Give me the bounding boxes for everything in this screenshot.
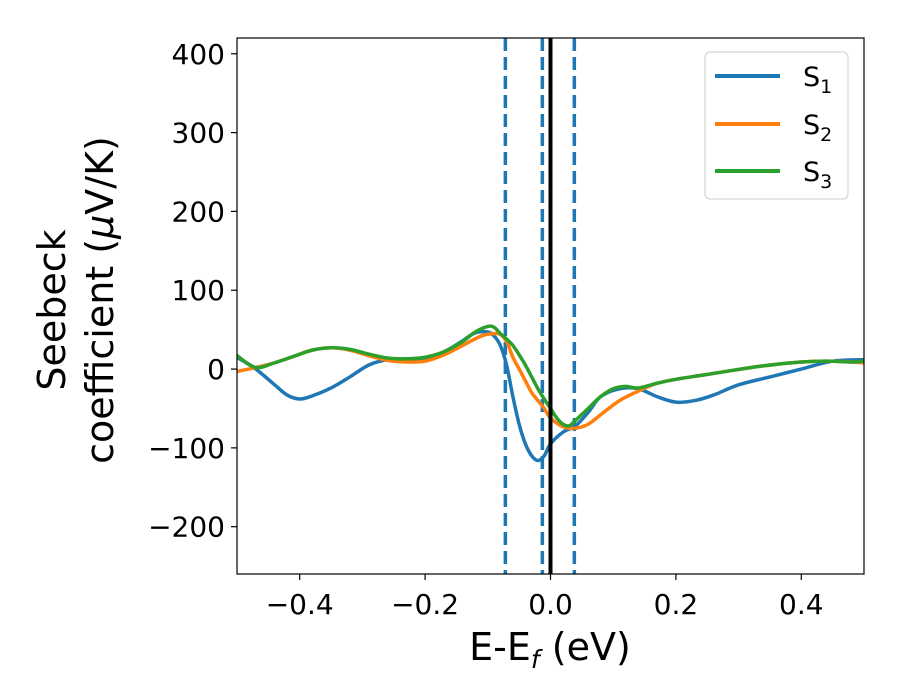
x-tick-label: 0.4 [779, 588, 824, 621]
reference-lines [503, 38, 577, 574]
y-tick-label: 300 [172, 117, 225, 150]
x-tick-label: −0.4 [266, 588, 334, 621]
y-tick-label: 0 [207, 353, 225, 386]
series-line-s3 [237, 324, 864, 428]
series-line-s1 [237, 329, 864, 463]
y-axis-label-line2: coefficient (μV/K) [78, 136, 122, 464]
y-tick-label: −200 [148, 511, 225, 544]
x-axis-label: E-Ef (eV) [469, 625, 631, 674]
legend: S1 S2 S3 [704, 51, 849, 200]
y-tick-label: 100 [172, 274, 225, 307]
y-axis-label-line1: Seebeck [30, 229, 74, 390]
x-tick-label: −0.2 [391, 588, 459, 621]
x-tick-label: 0.2 [654, 588, 699, 621]
y-axis-ticks: −200 −100 0 100 200 300 400 [148, 38, 237, 544]
x-tick-label: 0.0 [528, 588, 573, 621]
legend-label-s2: S2 [803, 110, 832, 146]
y-tick-label: 200 [172, 195, 225, 228]
legend-label-s1: S1 [803, 62, 832, 98]
y-tick-label: 400 [172, 38, 225, 71]
legend-label-s3: S3 [803, 157, 832, 193]
x-axis-ticks: −0.4 −0.2 0.0 0.2 0.4 [266, 574, 824, 621]
series-lines [237, 38, 864, 574]
y-tick-label: −100 [148, 432, 225, 465]
